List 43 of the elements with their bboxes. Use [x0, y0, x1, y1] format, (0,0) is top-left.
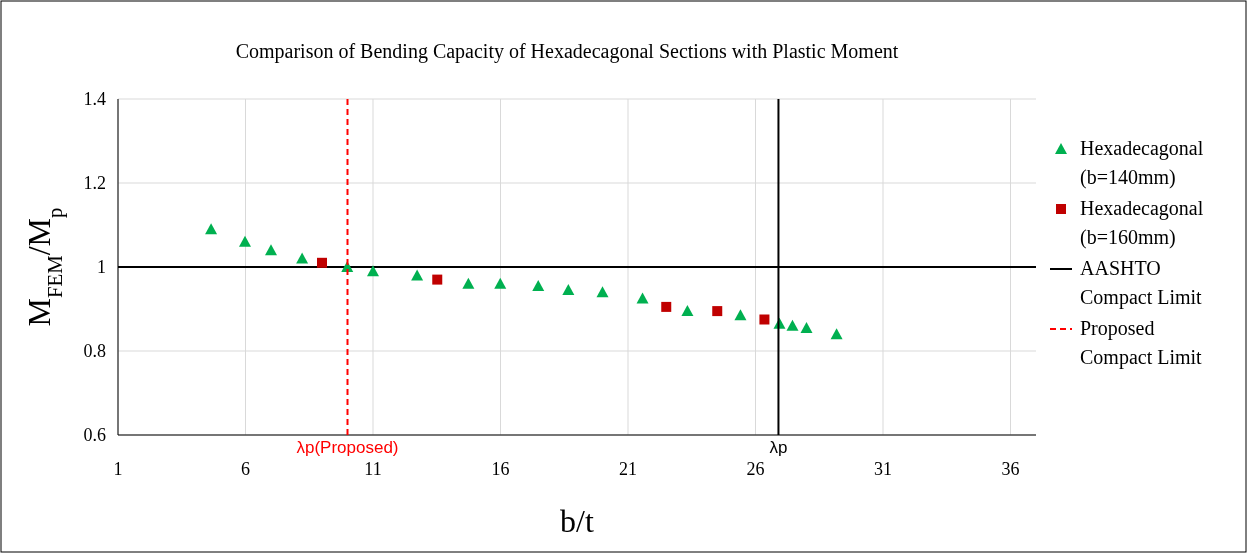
- point: [681, 305, 694, 317]
- point: [432, 274, 443, 285]
- point: [205, 223, 218, 235]
- legend-label: Hexadecagonal (b=140mm): [1080, 137, 1204, 189]
- chart-title: Comparison of Bending Capacity of Hexadecagonal Sections with Plastic Moment: [235, 40, 899, 63]
- x-tick-label: 1: [113, 459, 123, 479]
- point: [759, 314, 770, 325]
- x-tick-label: 16: [491, 459, 510, 479]
- point: [734, 309, 747, 321]
- point: [265, 244, 277, 256]
- legend-label: Proposed Compact Limit: [1080, 317, 1203, 369]
- legend-label: AASHTO Compact Limit: [1080, 257, 1203, 309]
- x-axis-title: b/t: [560, 503, 594, 539]
- x-tick-label: 21: [619, 459, 637, 479]
- point: [562, 284, 575, 296]
- y-tick-label: 0.8: [83, 341, 106, 361]
- point: [494, 277, 507, 289]
- annotation: λp(Proposed): [296, 438, 399, 457]
- x-tick-label: 31: [874, 459, 892, 479]
- x-tick-label: 11: [364, 459, 382, 479]
- point: [462, 277, 475, 289]
- point: [830, 328, 843, 340]
- point: [238, 235, 251, 247]
- point: [661, 301, 672, 312]
- x-tick-label: 26: [746, 459, 765, 479]
- point: [367, 265, 379, 277]
- x-tick-label: 36: [1001, 459, 1020, 479]
- point: [532, 279, 545, 291]
- annotation: λp: [769, 438, 788, 457]
- point: [636, 292, 649, 304]
- y-tick-label: 1: [97, 257, 106, 277]
- point: [786, 319, 799, 331]
- legend-label: Hexadecagonal (b=160mm): [1080, 197, 1204, 249]
- y-tick-label: 1.2: [83, 173, 106, 193]
- point: [317, 257, 327, 268]
- point: [296, 252, 309, 264]
- x-tick-label: 6: [241, 459, 250, 479]
- point: [800, 321, 813, 333]
- point: [596, 286, 609, 298]
- point: [712, 306, 723, 317]
- y-tick-label: 0.6: [83, 425, 106, 445]
- point: [411, 269, 424, 281]
- y-tick-label: 1.4: [83, 89, 106, 109]
